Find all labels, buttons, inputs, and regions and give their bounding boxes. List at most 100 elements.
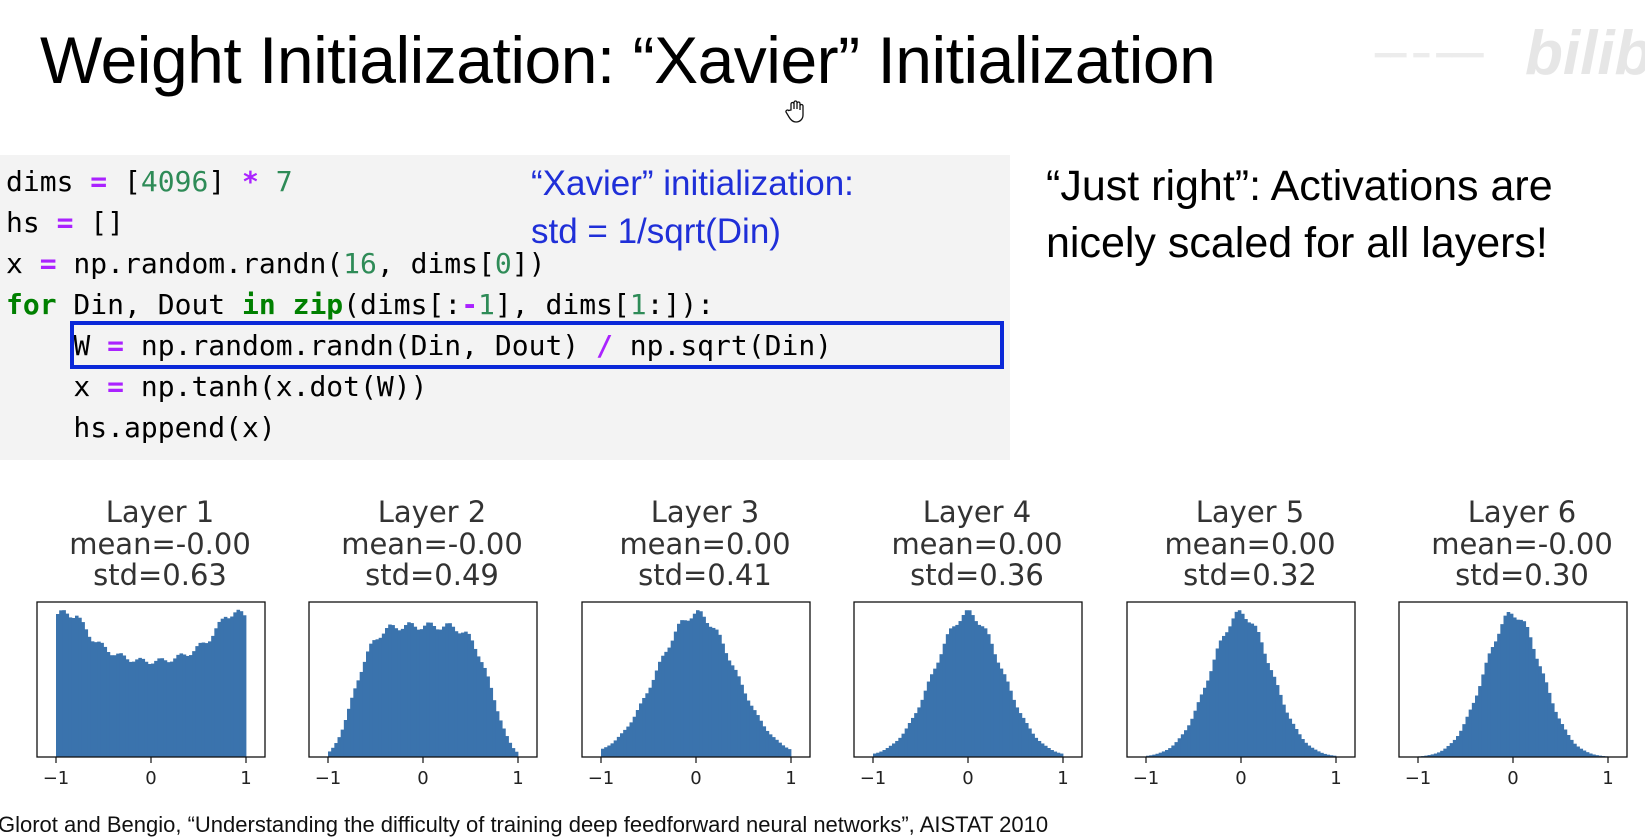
histogram-bar bbox=[718, 634, 722, 757]
histogram-bar bbox=[1437, 752, 1441, 757]
code-token: = bbox=[107, 370, 125, 403]
histogram-bar bbox=[483, 667, 487, 757]
x-tick-label: −1 bbox=[588, 768, 615, 789]
histogram-bar bbox=[1310, 747, 1315, 757]
histogram-bar bbox=[1174, 742, 1179, 757]
histogram-bar bbox=[1462, 724, 1466, 757]
weight-init-highlight-box bbox=[70, 321, 1004, 369]
histogram-layer-2: Layer 2 mean=-0.00 std=0.49 −1 0 1 bbox=[302, 496, 562, 796]
histogram-bar bbox=[1040, 743, 1045, 757]
histogram-bar bbox=[1551, 703, 1555, 757]
histogram-bar bbox=[1190, 718, 1194, 757]
histogram-bar bbox=[996, 662, 1001, 757]
histogram-bar bbox=[762, 726, 767, 757]
histogram-bar bbox=[470, 640, 475, 757]
histogram-bar bbox=[1541, 673, 1546, 757]
histogram-bar bbox=[1275, 685, 1280, 757]
histogram-layer-label: Layer 6 bbox=[1467, 495, 1577, 529]
just-right-line1: “Just right”: Activations are bbox=[1046, 162, 1553, 210]
histogram-bar bbox=[895, 740, 899, 757]
xavier-note-line2: std = 1/sqrt(Din) bbox=[531, 212, 781, 251]
histogram-bar bbox=[977, 624, 982, 757]
histogram-bar bbox=[1050, 750, 1054, 757]
histogram-bar bbox=[467, 633, 471, 757]
histogram-std-label: std=0.36 bbox=[910, 558, 1044, 592]
histogram-bar bbox=[1184, 730, 1188, 757]
histogram-bar bbox=[1031, 733, 1035, 757]
histogram-layer-label: Layer 2 bbox=[377, 495, 487, 529]
histogram-bar bbox=[220, 618, 225, 757]
histogram-bar bbox=[426, 622, 430, 757]
histogram-bar bbox=[65, 613, 70, 757]
histogram-bar bbox=[642, 697, 646, 757]
histogram-bar bbox=[195, 646, 199, 757]
histogram-std-label: std=0.30 bbox=[1455, 558, 1589, 592]
histogram-bar bbox=[980, 626, 985, 757]
histogram-bar bbox=[1165, 749, 1169, 757]
histogram-bar bbox=[125, 659, 130, 757]
histogram-bar bbox=[457, 633, 462, 757]
histogram-bar bbox=[331, 747, 335, 757]
code-token: ] bbox=[208, 165, 243, 198]
x-tick-label: 0 bbox=[690, 768, 701, 789]
histogram-bar bbox=[435, 629, 440, 757]
histogram-bar bbox=[923, 690, 928, 757]
histogram-bar bbox=[100, 642, 104, 757]
histogram-bar bbox=[185, 655, 190, 757]
slide-title: Weight Initialization: “Xavier” Initiali… bbox=[40, 23, 1216, 97]
histogram-bar bbox=[987, 634, 991, 757]
code-token: 0 bbox=[494, 247, 512, 280]
histogram-bar bbox=[961, 614, 966, 757]
histogram-bar bbox=[1247, 622, 1251, 757]
histogram-bar bbox=[511, 748, 516, 757]
histogram-bar bbox=[353, 688, 357, 757]
histogram-bar bbox=[502, 728, 506, 757]
histogram-bar bbox=[629, 722, 634, 757]
histogram-bar bbox=[949, 628, 953, 757]
histogram-bar bbox=[1250, 623, 1255, 757]
code-token: hs bbox=[6, 206, 57, 239]
histogram-bar bbox=[385, 628, 389, 757]
histogram-bar bbox=[157, 658, 161, 757]
histogram-std-label: std=0.32 bbox=[1183, 558, 1317, 592]
histogram-bar bbox=[1018, 713, 1023, 757]
histogram-bar bbox=[1544, 682, 1549, 757]
histogram-bar bbox=[122, 655, 127, 757]
histogram-bar bbox=[708, 626, 713, 757]
histogram-bar bbox=[1288, 718, 1293, 757]
histogram-bar bbox=[119, 653, 123, 757]
histogram-bar bbox=[438, 629, 443, 757]
histogram-bar bbox=[56, 614, 60, 757]
histogram-bar bbox=[1231, 618, 1236, 757]
histogram-bar bbox=[990, 643, 994, 757]
histogram-bar bbox=[473, 648, 478, 757]
histogram-bar bbox=[486, 676, 490, 757]
histogram-bar bbox=[1513, 617, 1517, 757]
histogram-bar bbox=[416, 629, 421, 757]
histogram-bar bbox=[753, 710, 757, 757]
x-tick-label: 0 bbox=[1507, 768, 1518, 789]
histogram-bar bbox=[1490, 647, 1495, 757]
histogram-bar bbox=[1424, 755, 1428, 757]
histogram-bar bbox=[242, 615, 247, 757]
histogram-bar bbox=[1196, 702, 1201, 757]
histogram-bar bbox=[1256, 632, 1261, 757]
code-token: - bbox=[461, 288, 479, 321]
histogram-bar bbox=[1209, 671, 1213, 757]
histogram-bar bbox=[677, 623, 681, 757]
histogram-bar bbox=[1433, 753, 1438, 757]
histogram-bar bbox=[94, 642, 98, 757]
histogram-bar bbox=[128, 661, 133, 757]
code-token: ], dims[ bbox=[494, 288, 630, 321]
histogram-bar bbox=[888, 745, 893, 757]
histogram-bar bbox=[1471, 702, 1476, 757]
histogram-bar bbox=[945, 634, 950, 757]
histogram-bar bbox=[151, 663, 155, 757]
code-token: Din, Dout bbox=[56, 288, 243, 321]
histogram-bar bbox=[724, 653, 729, 757]
histogram-bar bbox=[1446, 745, 1451, 757]
histogram-bar bbox=[147, 663, 152, 757]
histogram-bar bbox=[182, 654, 187, 757]
histogram-bar bbox=[1263, 653, 1267, 757]
histogram-plot: −1 0 1 bbox=[1398, 601, 1628, 789]
